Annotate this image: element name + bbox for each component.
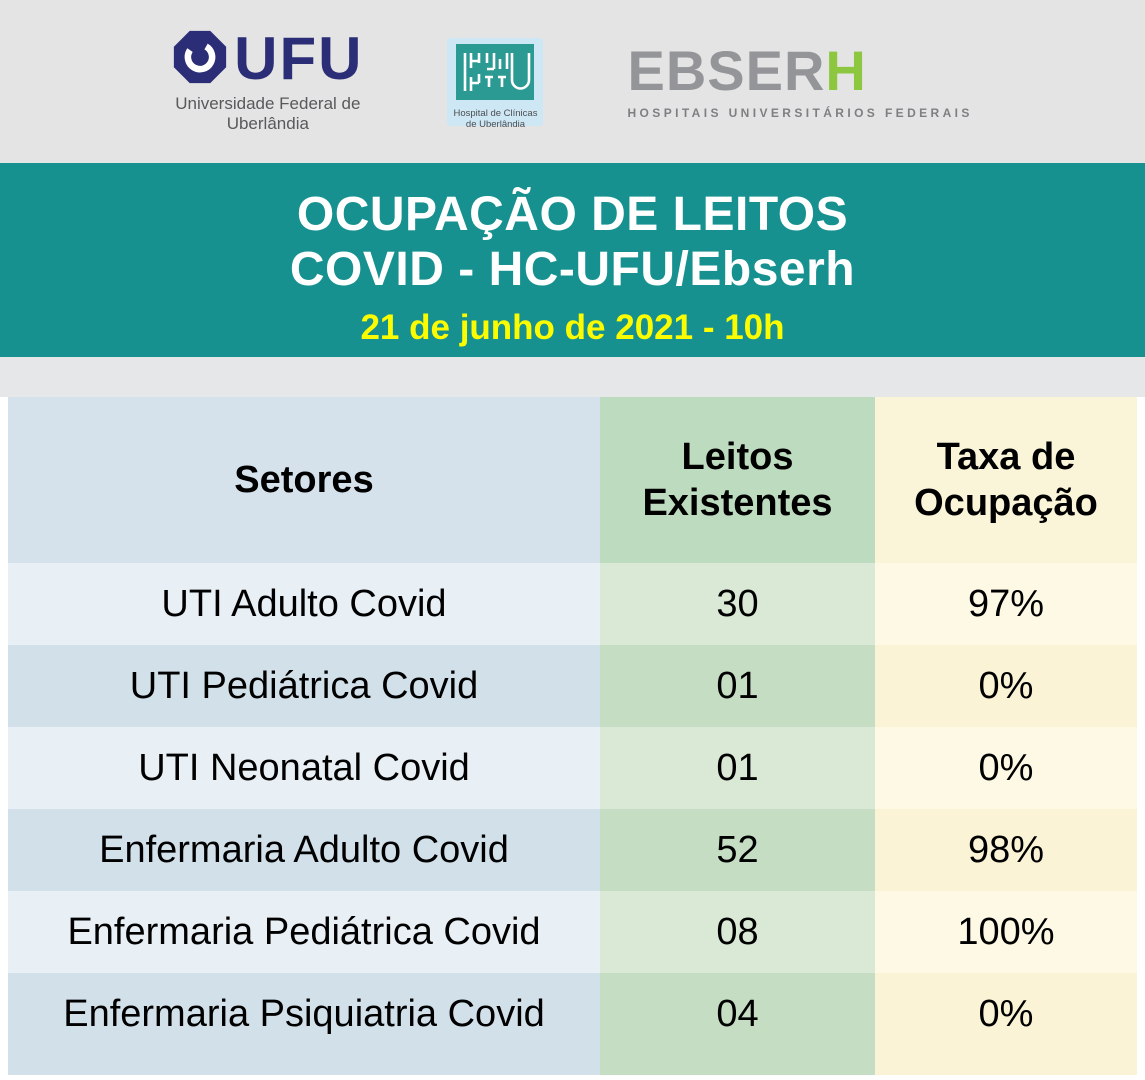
setor-cell: Enfermaria Adulto Covid <box>8 809 600 891</box>
taxa-cell: 0% <box>875 973 1137 1075</box>
table-row: Enfermaria Adulto Covid 52 98% <box>8 809 1137 891</box>
hc-logo: Hospital de Clínicas de Uberlândia <box>447 37 544 130</box>
ebserh-logo: EBSERH HOSPITAIS UNIVERSITÁRIOS FEDERAIS <box>627 39 973 121</box>
ebserh-tagline: HOSPITAIS UNIVERSITÁRIOS FEDERAIS <box>627 106 973 120</box>
hc-mark-icon <box>456 43 535 105</box>
leitos-cell: 52 <box>600 809 875 891</box>
table-row: Enfermaria Pediátrica Covid 08 100% <box>8 891 1137 973</box>
occupancy-table: Setores Leitos Existentes Taxa de Ocupaç… <box>8 397 1137 1075</box>
leitos-cell: 01 <box>600 645 875 727</box>
leitos-cell: 08 <box>600 891 875 973</box>
taxa-cell: 98% <box>875 809 1137 891</box>
taxa-cell: 97% <box>875 563 1137 645</box>
leitos-cell: 04 <box>600 973 875 1075</box>
taxa-cell: 0% <box>875 727 1137 809</box>
logo-bar: UFU Universidade Federal de Uberlândia <box>0 0 1145 163</box>
leitos-cell: 01 <box>600 727 875 809</box>
ufu-octagon-icon <box>172 29 228 90</box>
leitos-cell: 30 <box>600 563 875 645</box>
taxa-cell: 100% <box>875 891 1137 973</box>
divider-band <box>0 357 1145 397</box>
setor-cell: UTI Neonatal Covid <box>8 727 600 809</box>
ebserh-wordmark: EBSERH <box>627 39 867 102</box>
setor-cell: UTI Adulto Covid <box>8 563 600 645</box>
table-row: UTI Pediátrica Covid 01 0% <box>8 645 1137 727</box>
column-header-setores: Setores <box>8 397 600 563</box>
banner-title-line1: OCUPAÇÃO DE LEITOS <box>296 188 849 241</box>
table-row: UTI Neonatal Covid 01 0% <box>8 727 1137 809</box>
table-row: UTI Adulto Covid 30 97% <box>8 563 1137 645</box>
table-row: Enfermaria Psiquiatria Covid 04 0% <box>8 973 1137 1075</box>
ufu-tagline: Universidade Federal de Uberlândia <box>175 93 361 133</box>
taxa-cell: 0% <box>875 645 1137 727</box>
column-header-leitos-existentes: Leitos Existentes <box>600 397 875 563</box>
ufu-logo: UFU Universidade Federal de Uberlândia <box>172 29 363 134</box>
column-header-taxa-ocupacao: Taxa de Ocupação <box>875 397 1137 563</box>
setor-cell: Enfermaria Pediátrica Covid <box>8 891 600 973</box>
banner-date: 21 de junho de 2021 - 10h <box>360 308 785 347</box>
hc-tagline: Hospital de Clínicas de Uberlândia <box>453 107 538 131</box>
table-rows: UTI Adulto Covid 30 97% UTI Pediátrica C… <box>8 563 1137 1075</box>
table-header-row: Setores Leitos Existentes Taxa de Ocupaç… <box>8 397 1137 563</box>
setor-cell: UTI Pediátrica Covid <box>8 645 600 727</box>
setor-cell: Enfermaria Psiquiatria Covid <box>8 973 600 1075</box>
ufu-acronym: UFU <box>234 25 364 93</box>
title-banner: OCUPAÇÃO DE LEITOS COVID - HC-UFU/Ebserh… <box>0 163 1145 357</box>
banner-title-line2: COVID - HC-UFU/Ebserh <box>289 243 856 296</box>
